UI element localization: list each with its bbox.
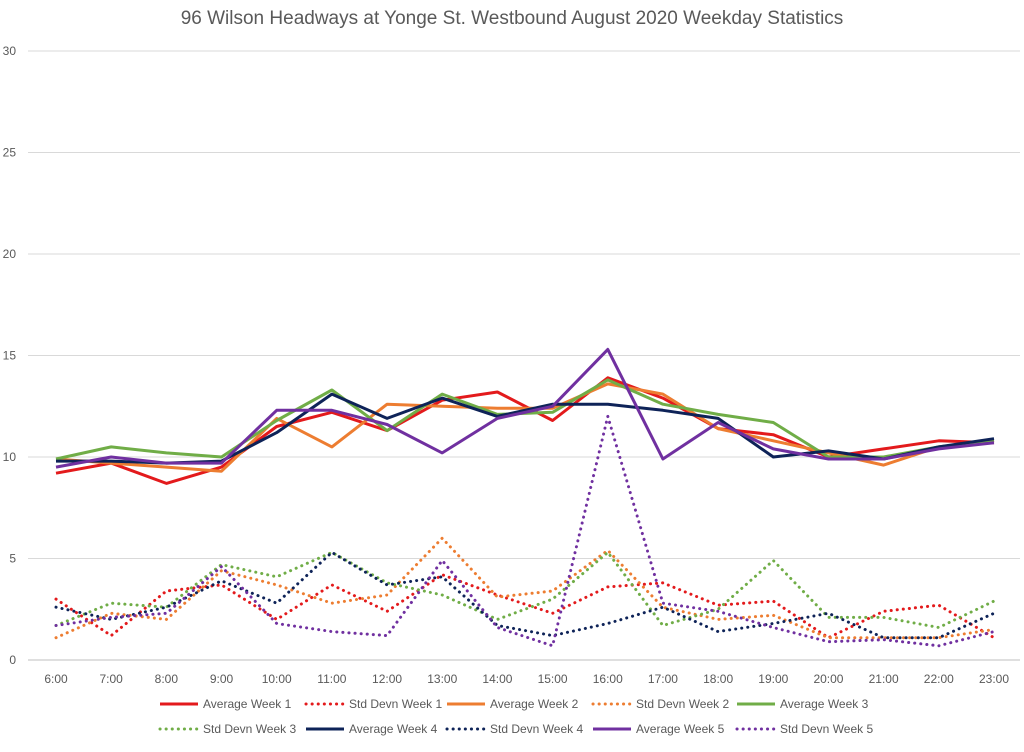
legend-label: Std Devn Week 4 (490, 722, 583, 736)
series-line-6 (54, 550, 996, 629)
x-tick-label: 22:00 (924, 672, 954, 686)
series-line-9 (55, 347, 995, 469)
series-line-3 (55, 382, 995, 473)
legend-entry-1: Average Week 1 (160, 697, 292, 711)
x-tick-label: 12:00 (372, 672, 402, 686)
legend-label: Average Week 1 (203, 697, 292, 711)
legend-label: Std Devn Week 5 (780, 722, 873, 736)
legend-entry-3: Average Week 2 (447, 697, 579, 711)
x-tick-label: 6:00 (44, 672, 68, 686)
x-tick-label: 18:00 (703, 672, 733, 686)
x-axis: 6:00 7:00 8:00 9:00 10:00 11:00 12:00 13:00 14:0… (44, 672, 1009, 686)
legend-label: Std Devn Week 1 (349, 697, 442, 711)
x-tick-label: 10:00 (262, 672, 292, 686)
x-tick-label: 16:00 (593, 672, 623, 686)
series-line-1 (55, 376, 995, 485)
legend-label: Average Week 2 (490, 697, 579, 711)
series-line-7 (56, 392, 995, 465)
y-tick-label: 10 (3, 450, 17, 464)
x-tick-label: 20:00 (813, 672, 843, 686)
chart-title: 96 Wilson Headways at Yonge St. Westboun… (180, 8, 844, 29)
y-tick-label: 15 (3, 349, 17, 363)
legend-entry-9: Average Week 5 (593, 722, 725, 736)
x-tick-label: 14:00 (482, 672, 512, 686)
x-tick-label: 13:00 (427, 672, 457, 686)
legend-entry-7: Average Week 4 (306, 722, 438, 736)
series-lines (54, 347, 996, 648)
legend-entry-2: Std Devn Week 1 (304, 697, 442, 711)
y-tick-label: 25 (3, 146, 17, 160)
y-tick-label: 20 (3, 247, 17, 261)
x-tick-label: 17:00 (648, 672, 678, 686)
x-tick-label: 9:00 (210, 672, 234, 686)
legend-entry-6: Std Devn Week 3 (158, 722, 296, 736)
legend-label: Std Devn Week 2 (636, 697, 729, 711)
legend-entry-5: Average Week 3 (737, 697, 869, 711)
legend-label: Average Week 4 (349, 722, 438, 736)
legend-label: Average Week 5 (636, 722, 725, 736)
series-line-5 (55, 378, 995, 461)
legend: Average Week 1 Std Devn Week 1 Average Wee… (158, 697, 873, 736)
legend-entry-4: Std Devn Week 2 (591, 697, 729, 711)
gridlines (28, 50, 1020, 661)
x-tick-label: 7:00 (99, 672, 123, 686)
x-tick-label: 11:00 (317, 672, 346, 686)
y-axis: 0 5 10 15 20 25 30 (3, 44, 17, 667)
series-line-10 (54, 414, 996, 648)
y-tick-label: 5 (9, 552, 16, 566)
series-line-4 (54, 536, 996, 640)
x-tick-label: 15:00 (538, 672, 568, 686)
legend-entry-10: Std Devn Week 5 (735, 722, 873, 736)
series-line-8 (54, 550, 996, 640)
x-tick-label: 8:00 (155, 672, 179, 686)
legend-label: Std Devn Week 3 (203, 722, 296, 736)
y-tick-label: 0 (9, 653, 16, 667)
legend-entry-8: Std Devn Week 4 (445, 722, 583, 736)
x-tick-label: 21:00 (869, 672, 899, 686)
legend-label: Average Week 3 (780, 697, 869, 711)
x-tick-label: 23:00 (979, 672, 1009, 686)
y-tick-label: 30 (3, 44, 17, 58)
x-tick-label: 19:00 (758, 672, 788, 686)
